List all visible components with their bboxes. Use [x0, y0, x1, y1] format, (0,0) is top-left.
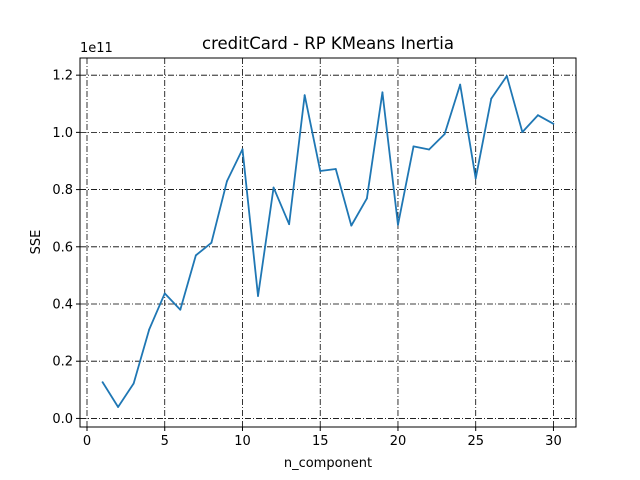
data-point [117, 406, 119, 408]
data-point [381, 91, 384, 94]
x-tick-label: 30 [545, 434, 562, 449]
data-point [241, 148, 244, 151]
series-layer [101, 75, 555, 408]
y-tick-label: 1.2 [52, 69, 73, 84]
data-point [397, 223, 399, 226]
y-offset-label: 1e11 [80, 41, 113, 56]
plot-frame [79, 57, 577, 428]
grid [80, 58, 576, 427]
chart-title: creditCard - RP KMeans Inertia [202, 34, 454, 53]
y-tick-label: 0.2 [52, 355, 73, 370]
data-point [443, 133, 446, 135]
data-point [412, 145, 415, 148]
data-point [101, 381, 104, 383]
y-tick-label: 0.0 [52, 412, 73, 427]
data-point [179, 308, 182, 311]
x-tick-label: 10 [234, 434, 251, 449]
data-point [194, 254, 197, 257]
data-point [163, 292, 166, 295]
y-tick-label: 0.4 [52, 298, 73, 313]
data-point [303, 94, 306, 97]
data-point [132, 382, 135, 385]
data-point [288, 223, 291, 226]
y-axis-label: SSE [29, 230, 44, 255]
data-point [490, 97, 493, 100]
data-point [319, 170, 322, 172]
series-line [101, 75, 554, 408]
data-point [210, 241, 213, 244]
data-point [257, 295, 259, 297]
data-point [552, 122, 555, 125]
data-point [226, 180, 228, 183]
x-tick-label: 15 [312, 434, 329, 449]
data-point [334, 168, 337, 170]
data-point [272, 186, 275, 189]
x-tick-label: 20 [390, 434, 407, 449]
x-axis: 0 5 10 15 20 25 30 [83, 427, 562, 449]
x-tick-label: 0 [83, 434, 91, 449]
y-tick-label: 0.6 [52, 240, 73, 255]
data-point [365, 197, 368, 200]
data-point [537, 114, 539, 117]
data-point [459, 83, 462, 86]
data-point [521, 131, 524, 133]
x-tick-label: 25 [467, 434, 484, 449]
data-point [474, 177, 477, 180]
data-point [505, 75, 508, 77]
data-point [350, 224, 353, 227]
y-tick-label: 0.8 [52, 183, 73, 198]
data-point [148, 328, 151, 331]
x-axis-label: n_component [284, 456, 372, 471]
y-axis: 0.0 0.2 0.4 0.6 0.8 1.0 1.2 [52, 69, 80, 427]
y-tick-label: 1.0 [52, 126, 73, 141]
data-point [428, 148, 430, 151]
x-tick-label: 5 [161, 434, 169, 449]
